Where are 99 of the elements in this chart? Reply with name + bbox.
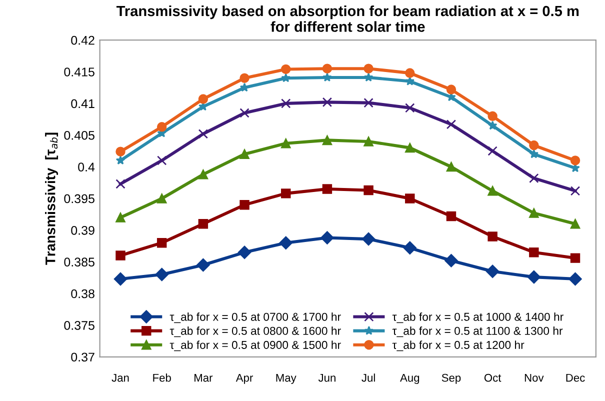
point [196, 258, 210, 272]
x-tick-label: Sep [442, 374, 461, 384]
point [362, 232, 376, 246]
point [116, 156, 126, 165]
point [156, 156, 167, 166]
y-tick-label: 0.4 [78, 162, 95, 172]
point [405, 76, 415, 86]
point [281, 64, 291, 74]
point [156, 194, 167, 204]
y-tick-label: 0.42 [71, 36, 94, 45]
point [403, 241, 416, 254]
point [322, 72, 332, 82]
x-tick-label: Oct [484, 374, 502, 382]
point [488, 111, 498, 121]
x-tick-label: Mar [194, 374, 213, 382]
point [529, 173, 539, 184]
x-tick-label: Jun [318, 374, 336, 382]
y-axis-title: Transmissivity [τ$_{ab}$] [45, 132, 58, 265]
point [405, 142, 415, 153]
point [116, 179, 126, 189]
point [446, 84, 456, 94]
point [488, 146, 498, 156]
point [322, 135, 332, 146]
x-tick-label: Feb [153, 374, 171, 382]
point [114, 272, 128, 286]
point [529, 149, 539, 158]
point [570, 218, 580, 229]
point [405, 194, 415, 204]
point [570, 156, 580, 166]
point [570, 253, 580, 263]
chart-title: Transmissivity based on absorption for beam radiation at x = 0.5 m for different solar time [116, 5, 579, 32]
point [444, 254, 458, 268]
x-tick-label: Apr [236, 374, 253, 384]
legend-label: τ_ab for x = 0.5 at 1200 hr [392, 340, 524, 352]
point [446, 120, 456, 130]
y-tick-label: 0.41 [71, 99, 94, 108]
point [240, 108, 250, 118]
point [240, 73, 250, 83]
x-tick-label: Nov [524, 374, 544, 382]
point [155, 268, 168, 282]
point [488, 120, 498, 130]
legend-label: τ_ab for x = 0.5 at 0700 & 1700 hr [170, 312, 341, 324]
x-tick-label: Jul [362, 374, 375, 382]
point [198, 94, 208, 104]
point [116, 212, 126, 222]
x-tick-label: May [276, 374, 296, 384]
point [364, 72, 374, 82]
point [279, 236, 292, 250]
legend-label: τ_ab for x = 0.5 at 0900 & 1500 hr [170, 340, 341, 352]
point [405, 103, 415, 113]
point [529, 140, 539, 150]
y-tick-label: 0.39 [71, 226, 94, 235]
point [446, 211, 456, 222]
point [281, 73, 291, 82]
point [322, 97, 332, 108]
point [405, 68, 415, 78]
point [198, 218, 208, 229]
point [198, 170, 208, 180]
point [322, 184, 332, 194]
point [116, 146, 126, 156]
point [322, 64, 332, 74]
point [488, 232, 498, 242]
point [198, 129, 208, 139]
y-tick-label: 0.37 [71, 352, 94, 362]
point [281, 138, 291, 148]
point [568, 272, 582, 286]
point [156, 122, 167, 132]
point [240, 82, 250, 92]
point [570, 186, 580, 196]
y-tick-label: 0.395 [64, 194, 94, 204]
point [486, 264, 500, 278]
point [116, 250, 126, 260]
point [320, 231, 334, 244]
point [529, 247, 539, 258]
point [281, 98, 291, 108]
legend-label: τ_ab for x = 0.5 at 0800 & 1600 hr [170, 326, 341, 338]
point [281, 188, 291, 198]
point [527, 270, 540, 284]
y-tick-label: 0.415 [64, 68, 94, 76]
legend-label: τ_ab for x = 0.5 at 1100 & 1300 hr [392, 326, 563, 338]
point [240, 149, 250, 160]
point [364, 185, 374, 196]
point [240, 200, 250, 210]
y-tick-label: 0.385 [64, 258, 94, 267]
y-tick-label: 0.405 [64, 130, 94, 140]
point [156, 238, 167, 248]
point [364, 98, 374, 108]
y-tick-label: 0.375 [64, 321, 94, 330]
point [364, 64, 374, 74]
point [364, 136, 374, 146]
point [529, 208, 539, 218]
x-tick-label: Jan [112, 374, 129, 382]
legend-label: τ_ab for x = 0.5 at 1000 & 1400 hr [392, 312, 564, 324]
point [238, 246, 252, 259]
point [446, 162, 456, 172]
x-tick-label: Dec [566, 374, 585, 382]
y-tick-label: 0.38 [71, 289, 94, 298]
point [488, 186, 498, 196]
x-tick-label: Aug [400, 374, 420, 384]
